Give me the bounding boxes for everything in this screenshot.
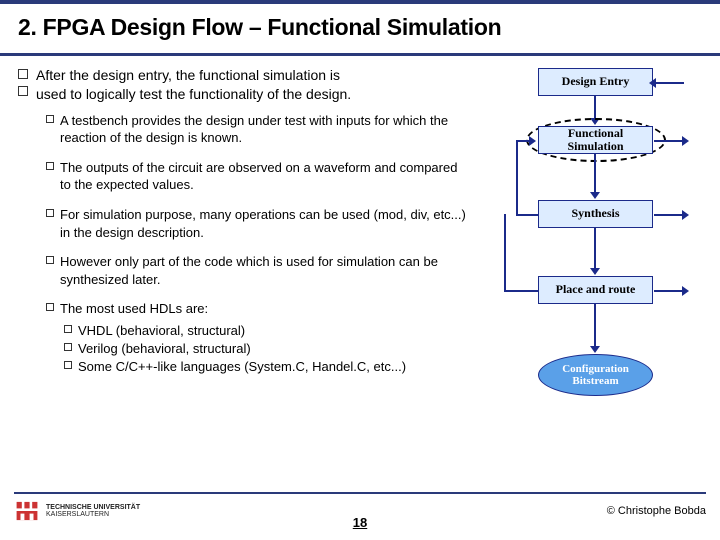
arrow-icon [654, 290, 684, 292]
flow-ellipse-config: Configuration Bitstream [538, 354, 653, 396]
arrow-down-icon [594, 304, 596, 348]
sub-item-text: The most used HDLs are: [60, 300, 208, 318]
sub-item: The outputs of the circuit are observed … [46, 159, 466, 194]
logo-icon [14, 498, 40, 524]
university-logo: TECHNISCHE UNIVERSITÄT KAISERSLAUTERN [14, 498, 140, 524]
flow-box-functional-simulation: Functional Simulation [538, 126, 653, 154]
sub-bullet-list: A testbench provides the design under te… [46, 112, 466, 376]
hdl-item: VHDL (behavioral, structural) [64, 322, 466, 340]
intro-text: After the design entry, the functional s… [36, 66, 351, 104]
logo-text: TECHNISCHE UNIVERSITÄT KAISERSLAUTERN [46, 504, 140, 518]
sub-item-text: For simulation purpose, many operations … [60, 206, 466, 241]
sub-item: A testbench provides the design under te… [46, 112, 466, 147]
bullet-icon [46, 162, 54, 170]
bullet-icon [46, 256, 54, 264]
bullet-icon [64, 343, 72, 351]
return-line [516, 214, 538, 216]
intro-paragraph: After the design entry, the functional s… [18, 66, 466, 104]
copyright-text: © Christophe Bobda [607, 505, 706, 517]
return-line [504, 214, 506, 292]
arrowhead-icon [529, 136, 536, 146]
intro-line-2: used to logically test the functionality… [36, 85, 351, 104]
arrow-down-icon [594, 228, 596, 270]
page-number: 18 [353, 515, 367, 530]
slide-title: 2. FPGA Design Flow – Functional Simulat… [0, 4, 720, 47]
sub-item-text: However only part of the code which is u… [60, 253, 466, 288]
flow-box-synthesis: Synthesis [538, 200, 653, 228]
flow-box-design-entry: Design Entry [538, 68, 653, 96]
hdl-item-text: VHDL (behavioral, structural) [78, 322, 245, 340]
sub-item-text: The outputs of the circuit are observed … [60, 159, 466, 194]
bullet-icon [46, 303, 54, 311]
return-line [504, 290, 518, 292]
hdl-item-text: Some C/C++-like languages (System.C, Han… [78, 358, 406, 376]
bullet-icon [64, 325, 72, 333]
bullet-icon [46, 209, 54, 217]
arrow-icon [654, 214, 684, 216]
logo-text-line2: KAISERSLAUTERN [46, 511, 140, 518]
return-line [516, 290, 538, 292]
sub-item-text: A testbench provides the design under te… [60, 112, 466, 147]
arrow-down-icon [594, 154, 596, 194]
footer: TECHNISCHE UNIVERSITÄT KAISERSLAUTERN © … [0, 492, 720, 540]
left-text-column: After the design entry, the functional s… [18, 66, 466, 376]
hdl-list: VHDL (behavioral, structural) Verilog (b… [64, 322, 466, 377]
bullet-icon [46, 115, 54, 123]
hdl-item-text: Verilog (behavioral, structural) [78, 340, 251, 358]
flowchart: Design Entry Functional Simulation Synth… [466, 66, 710, 376]
hdl-item: Verilog (behavioral, structural) [64, 340, 466, 358]
arrow-icon [654, 140, 684, 142]
sub-item: However only part of the code which is u… [46, 253, 466, 288]
content-area: After the design entry, the functional s… [0, 56, 720, 376]
arrow-down-icon [594, 96, 596, 120]
flow-box-place-route: Place and route [538, 276, 653, 304]
intro-line-1: After the design entry, the functional s… [36, 66, 351, 85]
logo-text-line1: TECHNISCHE UNIVERSITÄT [46, 504, 140, 511]
sub-item: The most used HDLs are: [46, 300, 466, 318]
bullet-icon [18, 86, 28, 96]
arrow-icon [654, 82, 684, 84]
return-line [516, 140, 518, 216]
bullet-icon [18, 69, 28, 79]
ellipse-line-2: Bitstream [572, 375, 618, 387]
bullet-icon [64, 361, 72, 369]
ellipse-line-1: Configuration [562, 363, 629, 375]
sub-item: For simulation purpose, many operations … [46, 206, 466, 241]
hdl-item: Some C/C++-like languages (System.C, Han… [64, 358, 466, 376]
